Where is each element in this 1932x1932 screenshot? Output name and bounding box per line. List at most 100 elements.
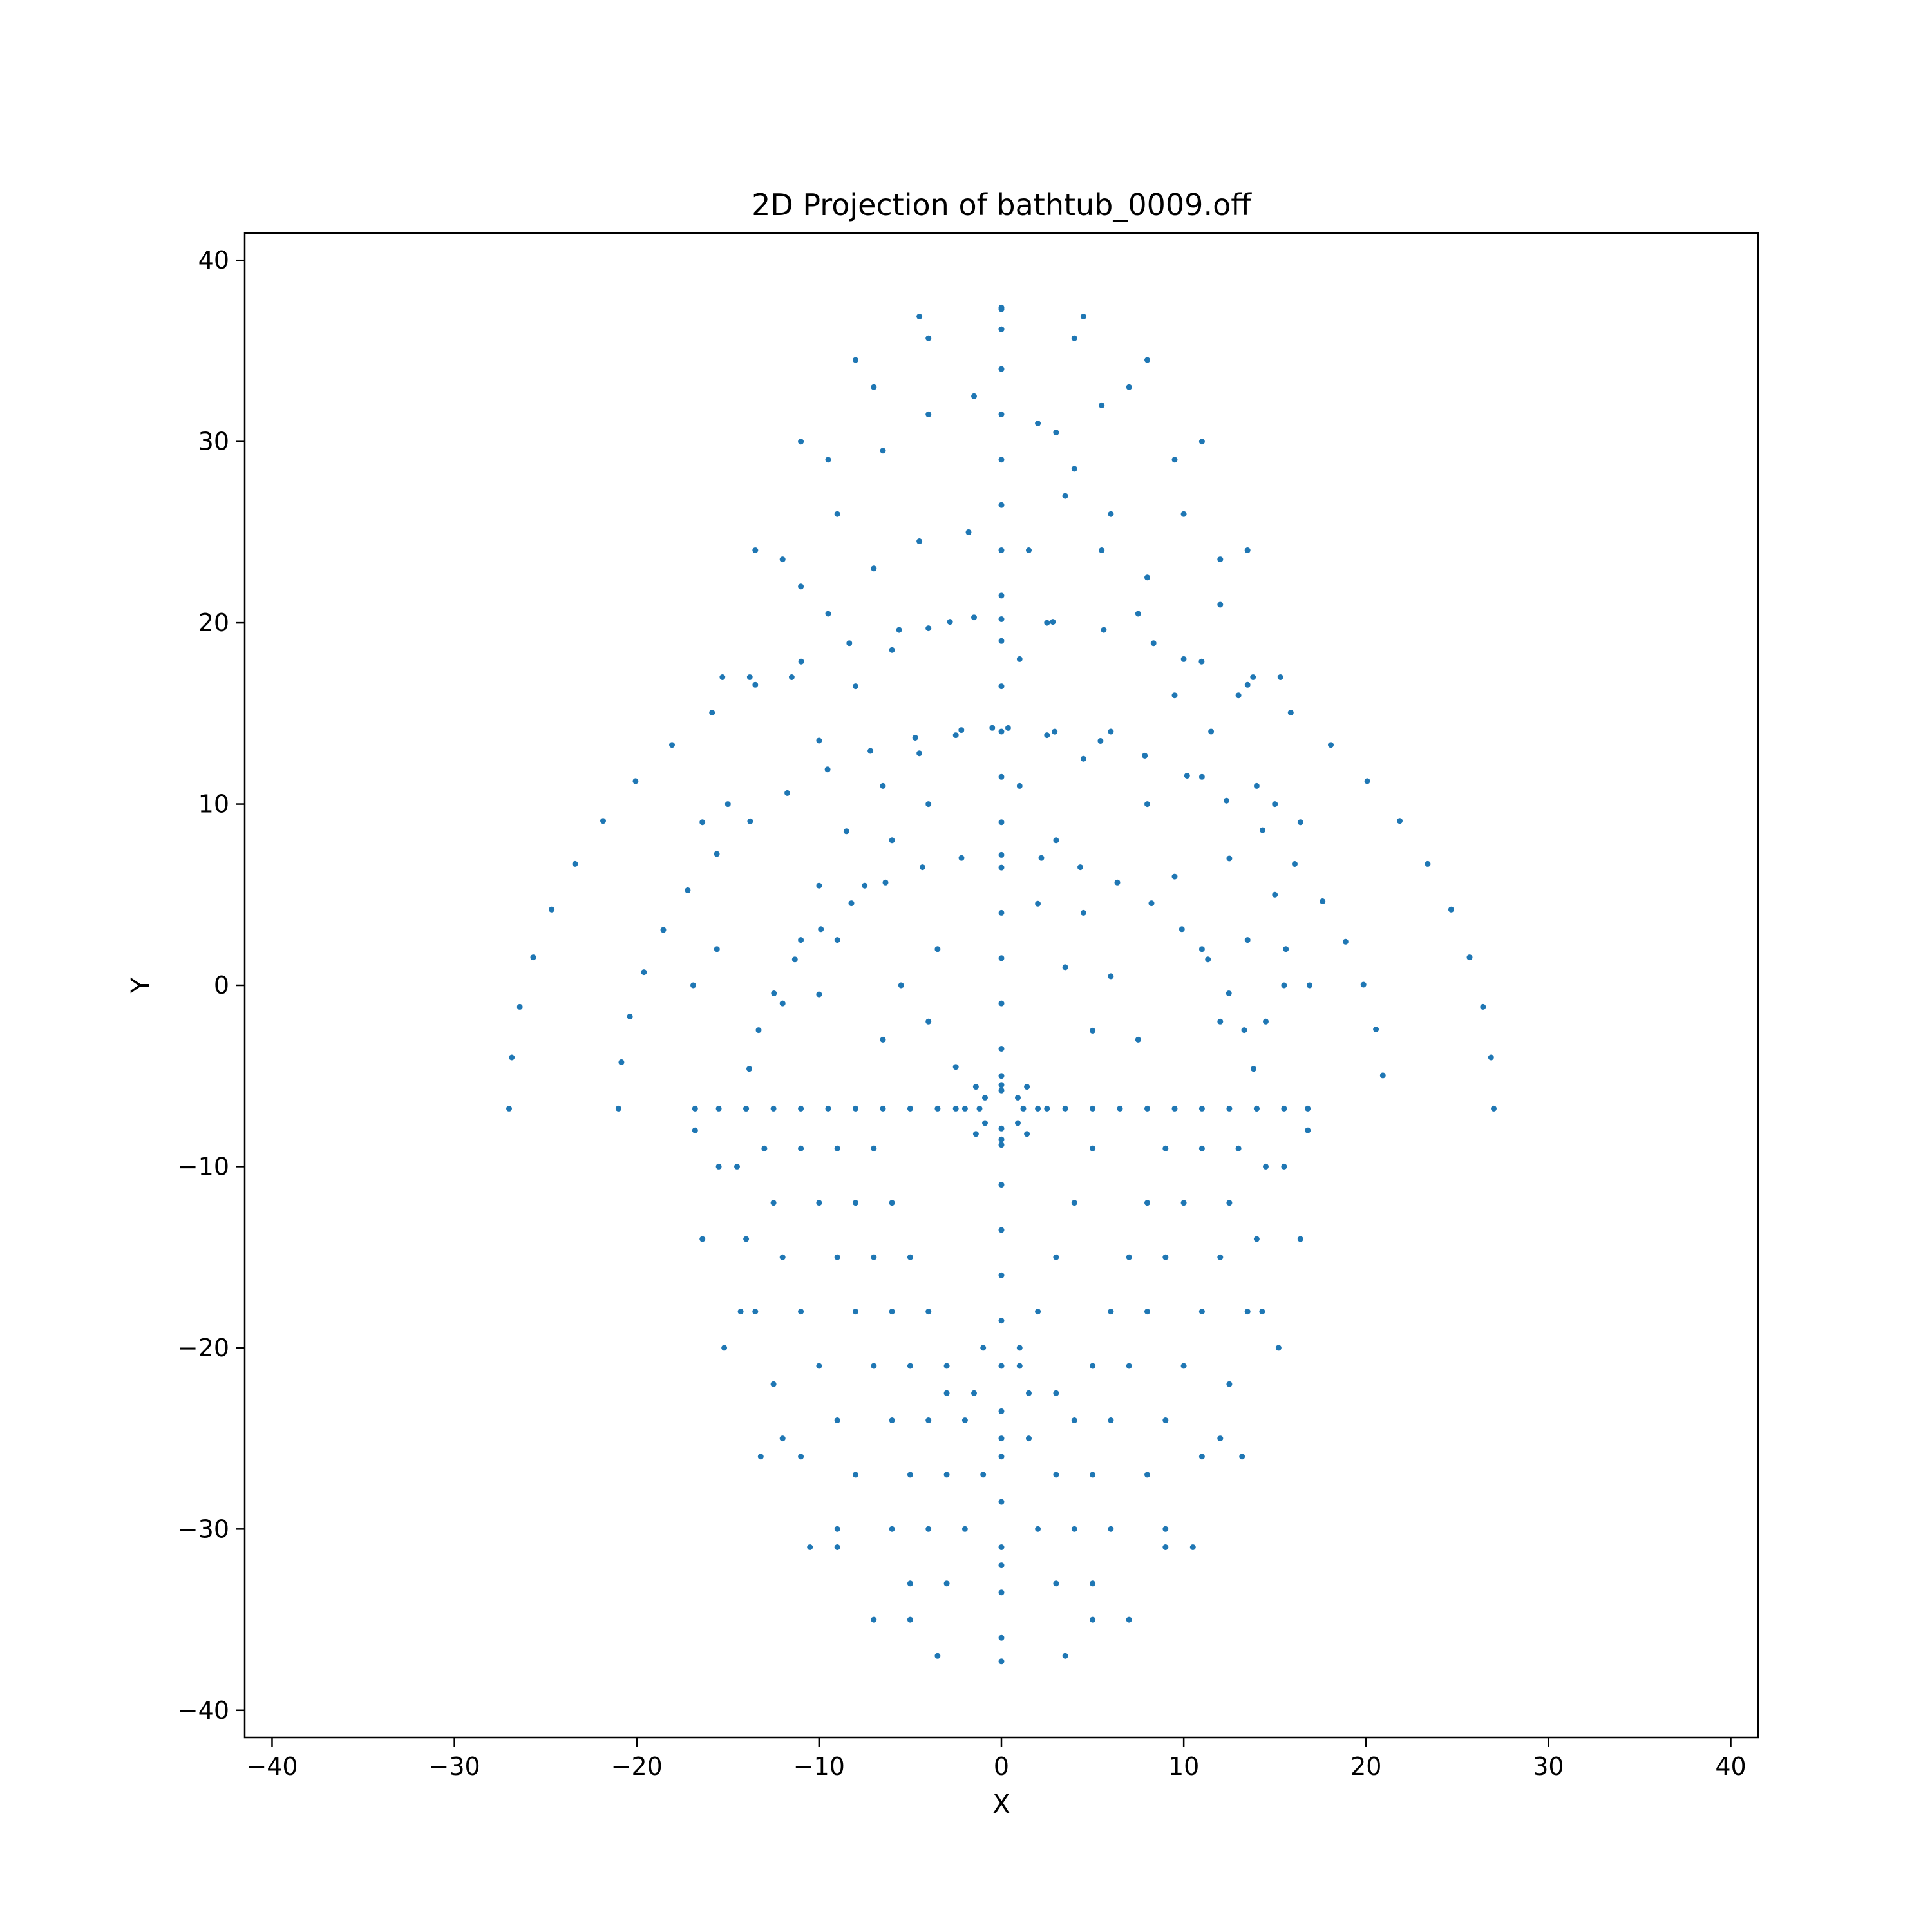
data-point [998,1227,1005,1233]
data-point [834,1526,840,1532]
data-point [1126,384,1132,390]
data-point [715,1105,722,1112]
data-point [1090,1363,1096,1369]
data-point [1244,1309,1251,1315]
data-point [807,1544,813,1550]
data-point [889,647,895,653]
data-point [1044,1105,1050,1112]
data-point [998,1087,1005,1094]
data-point [737,1309,744,1315]
data-point [952,1105,959,1112]
data-point [1198,1105,1205,1112]
data-point [925,335,932,341]
data-point [1077,864,1083,871]
data-point [998,1182,1005,1188]
data-point [920,864,925,871]
data-point [998,1272,1005,1278]
data-point [1277,674,1283,680]
data-point [1053,430,1059,436]
data-point [925,1417,932,1423]
data-point [998,326,1005,332]
data-point [1305,1105,1311,1112]
data-point [1016,1363,1023,1369]
data-point [752,1309,759,1315]
data-point [530,954,536,961]
data-point [1071,1417,1077,1423]
data-point [1062,493,1068,499]
data-point [853,1472,858,1478]
data-point [1180,656,1187,662]
data-point [1448,906,1454,913]
data-point [1281,1163,1287,1170]
data-point [998,304,1005,310]
data-point [1263,1018,1269,1025]
data-point [834,1417,840,1423]
data-point [1108,511,1114,517]
data-point [998,616,1005,622]
data-point [958,855,965,861]
x-tick-label: −10 [793,1752,845,1781]
data-point [1099,402,1105,408]
data-point [934,1105,941,1112]
data-point [1090,1580,1096,1587]
data-point [699,819,706,826]
data-point [549,906,555,913]
data-point [998,1046,1005,1052]
data-point [755,1027,762,1034]
data-point [1035,1526,1041,1532]
data-point [1144,801,1150,808]
data-point [1305,1127,1311,1133]
data-point [798,937,804,943]
data-point [816,1363,822,1369]
data-point [976,1105,983,1112]
data-point [743,1105,750,1112]
data-point [1208,728,1215,735]
data-point [998,1454,1005,1460]
data-point [1080,755,1086,762]
data-point [1053,1580,1059,1587]
data-point [1053,1254,1059,1260]
data-point [1108,1417,1114,1423]
data-point [1044,732,1050,739]
data-point [1272,891,1278,898]
data-point [1171,457,1178,463]
data-point [1198,1454,1205,1460]
data-point [862,882,868,889]
data-point [1235,692,1242,699]
data-point [1071,466,1077,472]
data-point [1062,1105,1068,1112]
data-point [1114,879,1121,886]
data-point [1320,898,1326,904]
data-point [934,946,941,952]
x-tick-label: 0 [994,1752,1009,1781]
data-point [1038,855,1045,861]
data-point [834,937,840,943]
data-point [1144,1105,1150,1112]
data-point [998,1562,1005,1569]
data-point [834,1254,840,1260]
data-point [1090,1472,1096,1478]
data-point [853,357,858,363]
data-point [1062,964,1068,971]
data-point [898,982,904,989]
data-point [907,1580,913,1587]
data-point [998,1589,1005,1596]
data-point [1026,1435,1032,1442]
data-point [788,674,795,680]
data-point [998,1000,1005,1007]
data-point [1328,742,1334,748]
data-point [690,982,696,989]
data-point [1217,1435,1224,1442]
data-point [1480,1003,1486,1010]
data-point [1171,692,1178,699]
data-point [998,1634,1005,1641]
data-point [907,1254,913,1260]
data-point [1080,909,1086,916]
data-point [925,1018,932,1025]
x-tick-label: 10 [1168,1752,1199,1781]
data-point [912,735,918,741]
data-point [889,837,895,844]
data-point [818,926,824,933]
data-point [1198,439,1205,445]
data-point [1251,1066,1256,1072]
